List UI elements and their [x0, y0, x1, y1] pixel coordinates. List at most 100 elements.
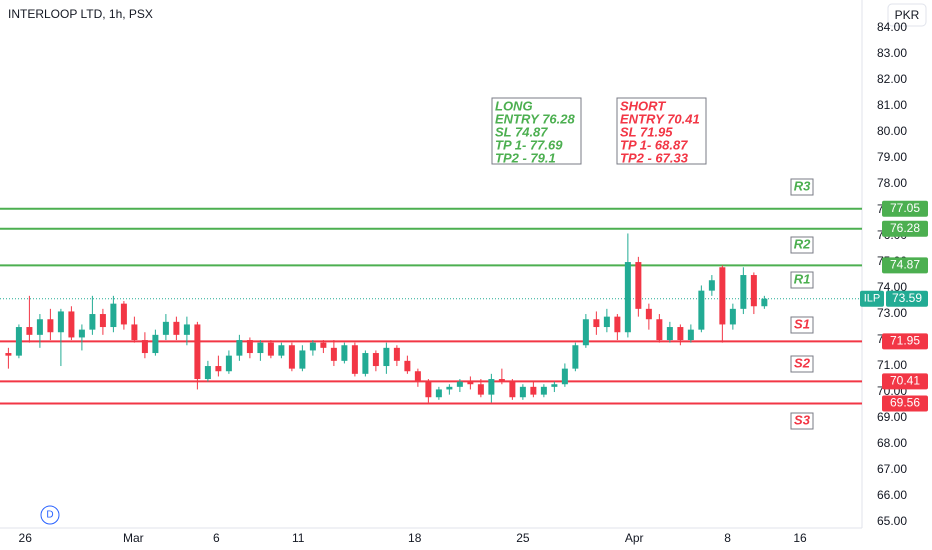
y-tick-label: 79.00: [877, 150, 907, 164]
note-line: SL 74.87: [495, 124, 548, 139]
candle-body: [572, 345, 579, 369]
level-price-tag: [882, 395, 928, 412]
zone-box: [790, 271, 814, 289]
x-tick-label: 25: [516, 531, 530, 545]
zone-box: [790, 316, 814, 334]
candle-body: [708, 280, 715, 291]
note-line: SL 71.95: [620, 124, 673, 139]
note-line: LONG: [495, 98, 533, 113]
level-price-label: 76.28: [890, 221, 920, 235]
candle-body: [47, 319, 54, 333]
candle-body: [26, 327, 33, 335]
dividend-badge[interactable]: [40, 505, 60, 525]
candle-body: [5, 353, 12, 356]
currency-button[interactable]: [887, 3, 927, 27]
candle-body: [624, 262, 631, 333]
symbol-tag: [860, 290, 884, 307]
candle-body: [425, 381, 432, 398]
candle-body: [456, 381, 463, 387]
candle-body: [488, 379, 495, 395]
candle-body: [110, 303, 117, 328]
candle-body: [614, 316, 621, 333]
x-tick-label: 6: [213, 531, 220, 545]
candle-body: [467, 381, 474, 385]
candle-body: [57, 311, 64, 333]
candle-body: [351, 345, 358, 374]
level-price-label: 71.95: [890, 334, 920, 348]
candle-body: [750, 275, 757, 307]
candle-body: [236, 340, 243, 356]
y-tick-label: 67.00: [877, 462, 907, 476]
candle-body: [677, 327, 684, 341]
zone-box: [790, 236, 814, 254]
candle-body: [666, 327, 673, 341]
level-price-tag: [882, 257, 928, 274]
candle-body: [68, 311, 75, 338]
candle-body: [183, 324, 190, 335]
note-line: ENTRY 76.28: [495, 111, 576, 126]
x-tick-label: Mar: [123, 531, 144, 545]
zone-label: S3: [794, 412, 811, 427]
candle-body: [719, 267, 726, 325]
candle-body: [593, 319, 600, 328]
note-line: TP2 - 67.33: [620, 150, 689, 165]
candle-body: [141, 340, 148, 354]
candle-body: [299, 350, 306, 369]
symbol-label: ILP: [864, 293, 881, 305]
candle-body: [173, 321, 180, 335]
y-tick-label: 81.00: [877, 98, 907, 112]
note-box: [491, 97, 582, 165]
candle-body: [404, 360, 411, 372]
candle-body: [393, 347, 400, 361]
candle-body: [519, 386, 526, 398]
note-line: SHORT: [620, 98, 666, 113]
zone-label: S2: [794, 355, 811, 370]
candle-body: [372, 353, 379, 367]
candle-body: [635, 262, 642, 309]
level-price-label: 69.56: [890, 396, 920, 410]
zone-box: [790, 355, 814, 373]
zone-box: [790, 178, 814, 196]
x-tick-label: 16: [793, 531, 807, 545]
chart-title: INTERLOOP LTD, 1h, PSX: [8, 7, 153, 21]
candle-body: [120, 303, 127, 325]
currency-label[interactable]: PKR: [895, 8, 920, 22]
plot: [0, 207, 862, 405]
zone-label: R1: [794, 271, 811, 286]
level-price-label: 70.41: [890, 374, 920, 388]
candle-body: [215, 366, 222, 372]
y-tick-label: 84.00: [877, 20, 907, 34]
candle-body: [131, 324, 138, 341]
zone-label: R3: [794, 178, 811, 193]
candle-body: [687, 329, 694, 341]
candle-body: [194, 324, 201, 380]
candle-body: [99, 314, 106, 328]
zone-box: [790, 412, 814, 430]
note-line: ENTRY 70.41: [620, 111, 700, 126]
candle-body: [162, 321, 169, 335]
candle-body: [446, 386, 453, 390]
x-tick-label: 18: [408, 531, 422, 545]
y-tick-label: 71.00: [877, 358, 907, 372]
note-line: TP 1- 68.87: [620, 137, 688, 152]
candle-body: [309, 342, 316, 351]
candle-body: [551, 384, 558, 387]
y-tick-label: 80.00: [877, 124, 907, 138]
candle-body: [477, 384, 484, 395]
candle-body: [362, 353, 369, 374]
candle-body: [509, 381, 516, 398]
x-tick-label: Apr: [625, 531, 644, 545]
y-tick-label: 66.00: [877, 488, 907, 502]
candle-body: [36, 319, 43, 335]
last-price-label: 73.59: [892, 291, 922, 305]
level-price-tag: [882, 373, 928, 390]
y-tick-label: 82.00: [877, 72, 907, 86]
candle-body: [383, 347, 390, 367]
candle-body: [225, 355, 232, 372]
note-line: TP2 - 79.1: [495, 150, 556, 165]
candle-body: [729, 308, 736, 325]
dividend-badge-label[interactable]: D: [46, 510, 53, 521]
candle-body: [78, 329, 85, 338]
